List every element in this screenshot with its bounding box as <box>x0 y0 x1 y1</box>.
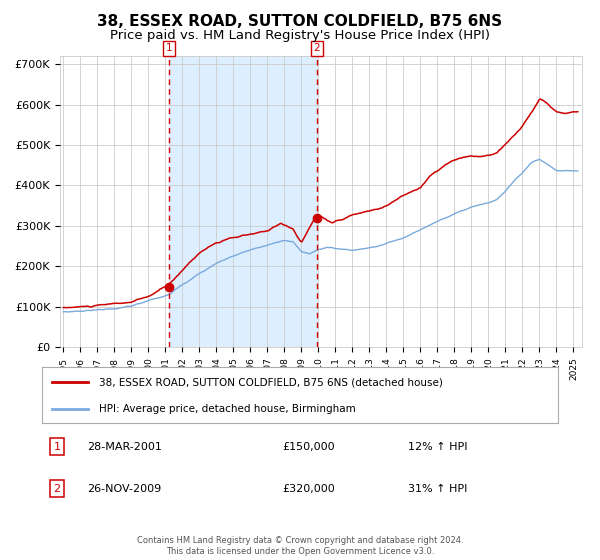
Text: 28-MAR-2001: 28-MAR-2001 <box>87 442 162 451</box>
Text: £150,000: £150,000 <box>282 442 335 451</box>
Text: 2: 2 <box>53 484 61 493</box>
Text: 1: 1 <box>166 43 173 53</box>
Text: 12% ↑ HPI: 12% ↑ HPI <box>408 442 467 451</box>
Bar <box>169 56 317 347</box>
Text: Price paid vs. HM Land Registry's House Price Index (HPI): Price paid vs. HM Land Registry's House … <box>110 29 490 42</box>
Text: £320,000: £320,000 <box>282 484 335 493</box>
Text: 38, ESSEX ROAD, SUTTON COLDFIELD, B75 6NS: 38, ESSEX ROAD, SUTTON COLDFIELD, B75 6N… <box>97 14 503 29</box>
Text: 2: 2 <box>313 43 320 53</box>
Text: 38, ESSEX ROAD, SUTTON COLDFIELD, B75 6NS (detached house): 38, ESSEX ROAD, SUTTON COLDFIELD, B75 6N… <box>99 377 443 388</box>
Text: Contains HM Land Registry data © Crown copyright and database right 2024.
This d: Contains HM Land Registry data © Crown c… <box>137 536 463 556</box>
Text: HPI: Average price, detached house, Birmingham: HPI: Average price, detached house, Birm… <box>99 404 356 414</box>
Text: 1: 1 <box>53 442 61 451</box>
Text: 31% ↑ HPI: 31% ↑ HPI <box>408 484 467 493</box>
Text: 26-NOV-2009: 26-NOV-2009 <box>87 484 161 493</box>
